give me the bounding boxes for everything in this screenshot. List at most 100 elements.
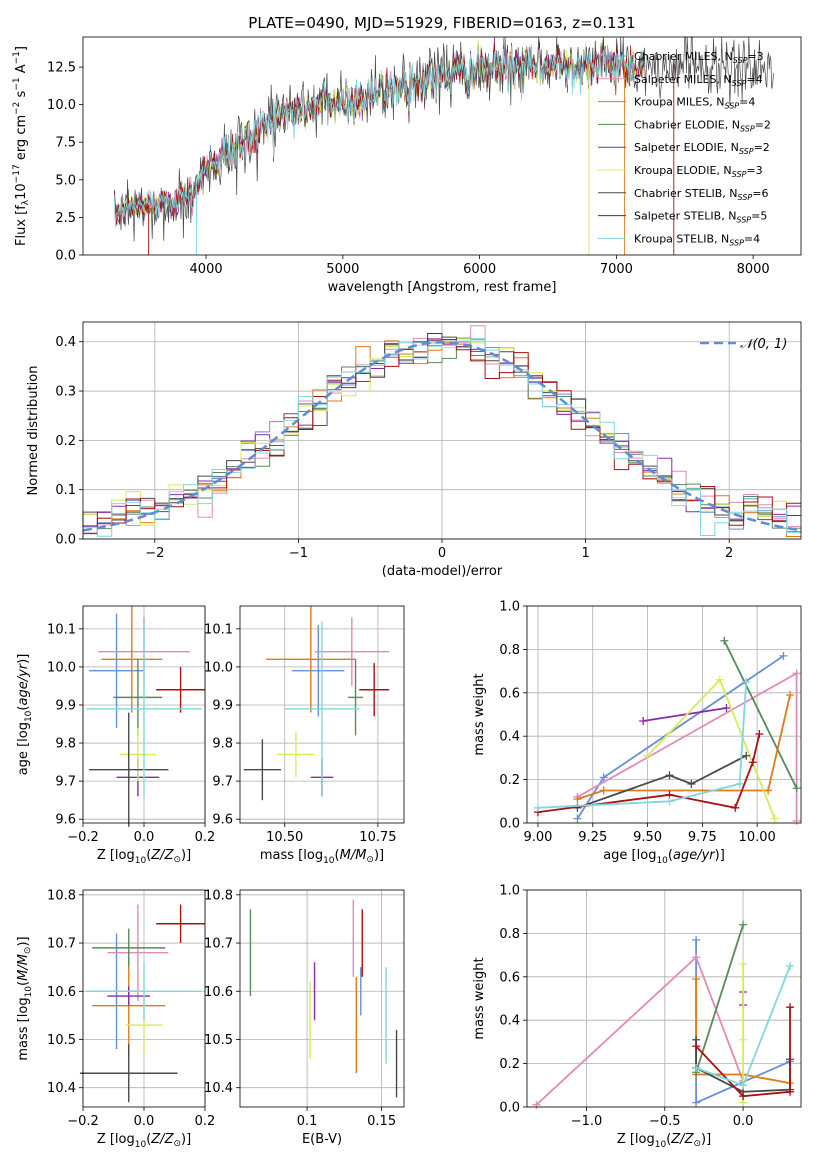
weight-marker-kroupa_miles (692, 974, 701, 983)
y-tick-label: 0.4 (55, 335, 76, 350)
x-tick-label: 0 (438, 546, 446, 561)
errorbar-kroupa_stelib (86, 621, 202, 797)
weight-marker-kroupa_stelib (739, 1081, 748, 1090)
y-tick-label: 0.0 (499, 1101, 520, 1116)
y-tick-label: 9.7 (212, 775, 233, 790)
weight-marker-chabrier_stelib (742, 751, 751, 760)
y-tick-label: 0.8 (499, 927, 520, 942)
panel-residuals: −2 −1 0 1 2 0.0 0.1 0.2 0.3 0.4 (data-model)/error… (26, 321, 802, 579)
legend-label-kroupa_elodie: Kroupa ELODIE, NSSP=3 (634, 164, 763, 179)
x-tick-label: 9.25 (578, 830, 607, 845)
legend-label-chabrier_elodie: Chabrier ELODIE, NSSP=2 (634, 118, 771, 133)
y-tick-label: 12.5 (47, 61, 76, 76)
errorbar-chabrier_elodie (348, 659, 363, 736)
weight-marker-salpeter_stelib (755, 730, 764, 739)
axes-frame (82, 321, 802, 540)
x-tick-label: 0.0 (134, 1114, 155, 1129)
y-tick-label: 10.8 (204, 888, 233, 903)
y-tick-label: 0.8 (499, 643, 520, 658)
weight-line-kroupa_miles (695, 979, 791, 1084)
weight-marker-kroupa_miles (786, 690, 795, 699)
x-tick-label: 10.75 (359, 830, 396, 845)
weight-marker-kroupa_elodie (770, 814, 779, 823)
y-tick-label: 0.2 (55, 434, 76, 449)
y-tick-label: 10.5 (47, 1033, 76, 1048)
axes-frame (526, 889, 802, 1108)
errorbar-kroupa_miles (266, 606, 356, 713)
y-tick-label: 10.0 (204, 660, 233, 675)
histogram-chabrier_stelib (82, 336, 801, 539)
axes-frame (82, 605, 206, 824)
y-tick-label: 5.0 (55, 173, 76, 188)
weight-marker-chabrier_miles (573, 814, 582, 823)
y-tick-label: 0.4 (499, 730, 520, 745)
axes-frame (82, 889, 206, 1108)
weight-marker-chabrier_stelib (665, 771, 674, 780)
y-tick-label: 0.2 (499, 1057, 520, 1072)
weight-line-kroupa_stelib (537, 681, 748, 809)
y-tick-label: 10.8 (47, 888, 76, 903)
errorbar-chabrier_stelib (79, 1044, 178, 1103)
x-tick-label: 9.75 (688, 830, 717, 845)
x-axis-label: mass [log10(M/M⊙)] (260, 848, 384, 866)
y-tick-label: 0.1 (55, 483, 76, 498)
weight-line-salpeter_miles (535, 955, 744, 1106)
axes-frame (526, 605, 802, 824)
weight-marker-chabrier_miles (692, 935, 701, 944)
x-tick-label: 6000 (463, 262, 496, 277)
legend-label-salpeter_miles: Salpeter MILES, NSSP=4 (634, 73, 763, 88)
weight-marker-kroupa_stelib (735, 779, 744, 788)
weight-marker-salpeter_stelib (739, 1092, 748, 1101)
errorbar-salpeter_miles (314, 617, 390, 686)
weight-line-kroupa_miles (577, 694, 791, 800)
errorbar-salpeter_stelib (359, 663, 390, 717)
y-tick-label: 10.6 (47, 985, 76, 1000)
weight-line-salpeter_elodie (643, 707, 727, 722)
errorbar-chabrier_elodie (113, 659, 163, 736)
weight-marker-salpeter_elodie (722, 703, 731, 712)
weight-marker-salpeter_stelib (786, 1087, 795, 1096)
x-tick-label: 1 (581, 546, 589, 561)
x-tick-label: 2 (725, 546, 733, 561)
y-tick-label: 9.6 (55, 813, 76, 828)
weight-marker-chabrier_elodie (739, 920, 748, 929)
x-axis-label: wavelength [Angstrom, rest frame] (328, 280, 557, 295)
weight-marker-kroupa_stelib (786, 961, 795, 970)
errorbar-salpeter_stelib (156, 666, 205, 713)
panel-age_vs_mass: 10.50 10.75 9.6 9.7 9.8 9.9 10.0 10.1 mass [log1… (204, 605, 405, 866)
x-axis-label: Z [log10(Z/Z⊙)] (617, 1132, 711, 1150)
panel-mass_vs_ebv: 0.1 0.15 10.4 10.5 10.6 10.7 10.8 E(B-V) (204, 888, 405, 1147)
y-tick-label: 0.0 (55, 533, 76, 548)
errorbar-chabrier_stelib (89, 712, 169, 827)
y-tick-label: 0.3 (55, 385, 76, 400)
x-tick-label: −0.5 (649, 1114, 681, 1129)
y-tick-label: 10.7 (47, 937, 76, 952)
y-tick-label: 9.9 (212, 698, 233, 713)
x-tick-label: 4000 (190, 262, 223, 277)
x-tick-label: −2 (145, 546, 164, 561)
x-tick-label: 5000 (326, 262, 359, 277)
weight-marker-salpeter_miles (692, 953, 701, 962)
y-tick-label: 0.4 (499, 1014, 520, 1029)
x-tick-label: 9.50 (633, 830, 662, 845)
y-tick-label: 0.6 (499, 970, 520, 985)
weight-line-chabrier_elodie (723, 640, 798, 789)
panel-spectrum: 4000 5000 6000 7000 8000 0.0 2.5 5.0 7.5 10.0 12.5… (12, 14, 802, 295)
spectrum-line-chabrier_stelib (114, 36, 774, 242)
y-tick-label: 0.0 (499, 817, 520, 832)
y-axis-label: Flux [fλ10−17 erg cm−2 s−1 A−1] (12, 46, 31, 246)
x-tick-label: 9.00 (523, 830, 552, 845)
x-tick-label: −1.0 (571, 1114, 603, 1129)
x-axis-label: (data-model)/error (382, 564, 503, 579)
weight-marker-salpeter_miles (792, 816, 801, 825)
x-axis-label: age [log10(age/yr)] (603, 848, 725, 866)
y-tick-label: 9.8 (212, 737, 233, 752)
weight-marker-chabrier_miles (779, 651, 788, 660)
y-tick-label: 10.4 (204, 1081, 233, 1096)
errorbar-kroupa_miles (101, 606, 163, 713)
weight-marker-salpeter_miles (532, 1100, 541, 1109)
axes-frame (82, 36, 802, 256)
weight-line-salpeter_stelib (537, 733, 761, 813)
x-tick-label: 0.0 (733, 1114, 754, 1129)
